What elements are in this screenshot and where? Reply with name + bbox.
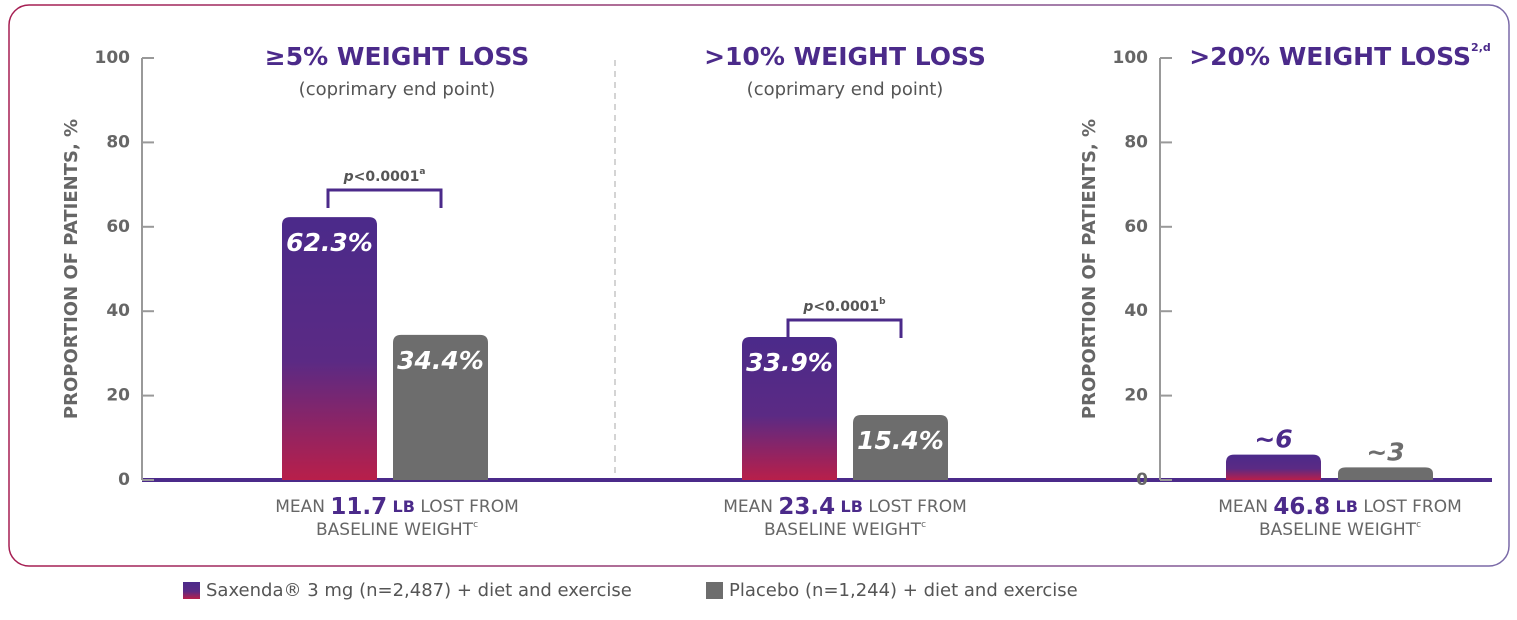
- note-suffix: LOST FROM: [868, 497, 966, 517]
- title-text: >20% WEIGHT LOSS: [1189, 42, 1471, 71]
- note: MEAN 11.7 LB LOST FROM: [275, 494, 519, 520]
- y-tick-label: 80: [106, 132, 130, 152]
- frame: [8, 4, 1510, 567]
- note-unit: LB: [1336, 497, 1358, 516]
- p-bracket: [786, 318, 903, 338]
- panel-subtitle: (coprimary end point): [747, 79, 944, 100]
- legend-swatch: [706, 582, 723, 599]
- note-prefix: MEAN: [275, 497, 325, 517]
- legend-label: Placebo (n=1,244) + diet and exercise: [729, 580, 1078, 601]
- panel-title: >20% WEIGHT LOSS2,d: [1189, 41, 1491, 71]
- note-prefix: MEAN: [723, 497, 773, 517]
- p-value: p<0.0001a: [343, 167, 426, 186]
- y-tick-label: 100: [95, 48, 131, 68]
- note-line2: BASELINE WEIGHTc: [316, 520, 478, 541]
- y-tick-label: 100: [1113, 48, 1149, 68]
- bar: [1338, 467, 1433, 480]
- p-text: <0.0001: [813, 299, 879, 315]
- bar: [853, 415, 948, 480]
- note: MEAN 23.4 LB LOST FROM: [723, 494, 967, 520]
- note-sup: c: [921, 520, 926, 530]
- y-axis-label: PROPORTION OF PATIENTS, %: [61, 119, 82, 419]
- note-line2-text: BASELINE WEIGHT: [764, 520, 922, 540]
- value-label: 62.3%: [286, 228, 373, 257]
- note-line2: BASELINE WEIGHTc: [764, 520, 926, 541]
- note-line2-text: BASELINE WEIGHT: [316, 520, 474, 540]
- legend-swatch: [183, 582, 200, 599]
- y-tick-label: 20: [1124, 386, 1148, 406]
- bar: [742, 336, 837, 480]
- title-sup: 2,d: [1471, 41, 1491, 54]
- y-tick-label: 60: [106, 217, 130, 237]
- y-tick-label: 80: [1124, 132, 1148, 152]
- p-italic: p: [343, 169, 354, 185]
- y-tick-label: 20: [106, 386, 130, 406]
- note-value: 11.7: [330, 494, 387, 520]
- note-unit: LB: [841, 497, 863, 516]
- note-prefix: MEAN: [1218, 497, 1268, 517]
- panel-subtitle: (coprimary end point): [299, 79, 496, 100]
- bar: [1226, 454, 1321, 480]
- value-label: 33.9%: [746, 348, 833, 377]
- note: MEAN 46.8 LB LOST FROM: [1218, 494, 1462, 520]
- note-line2: BASELINE WEIGHTc: [1259, 520, 1421, 541]
- y-tick-label: 40: [1124, 301, 1148, 321]
- title-text: ≥5% WEIGHT LOSS: [265, 42, 529, 71]
- value-label: ~3: [1366, 437, 1404, 466]
- note-sup: c: [1416, 520, 1421, 530]
- title-text: >10% WEIGHT LOSS: [704, 42, 986, 71]
- note-unit: LB: [393, 497, 415, 516]
- p-bracket: [326, 188, 443, 208]
- panel-title: >10% WEIGHT LOSS: [704, 42, 986, 71]
- note-sup: c: [473, 520, 478, 530]
- note-suffix: LOST FROM: [420, 497, 518, 517]
- value-label: 34.4%: [397, 346, 484, 375]
- y-tick-label: 40: [106, 301, 130, 321]
- value-label: ~6: [1254, 425, 1292, 454]
- y-axis-label: PROPORTION OF PATIENTS, %: [1079, 119, 1100, 419]
- y-tick-label: 0: [118, 470, 130, 490]
- p-text: <0.0001: [354, 169, 420, 185]
- p-italic: p: [802, 299, 813, 315]
- bar: [393, 334, 488, 480]
- legend-label: Saxenda® 3 mg (n=2,487) + diet and exerc…: [206, 580, 632, 601]
- p-value: p<0.0001b: [802, 297, 886, 316]
- note-line2-text: BASELINE WEIGHT: [1259, 520, 1417, 540]
- note-value: 23.4: [778, 494, 835, 520]
- y-tick-label: 0: [1136, 470, 1148, 490]
- note-suffix: LOST FROM: [1363, 497, 1461, 517]
- y-tick-label: 60: [1124, 217, 1148, 237]
- p-sup: a: [419, 167, 425, 177]
- bar: [282, 217, 377, 480]
- p-sup: b: [879, 297, 886, 307]
- note-value: 46.8: [1273, 494, 1330, 520]
- panel-title: ≥5% WEIGHT LOSS: [265, 42, 529, 71]
- value-label: 15.4%: [857, 426, 944, 455]
